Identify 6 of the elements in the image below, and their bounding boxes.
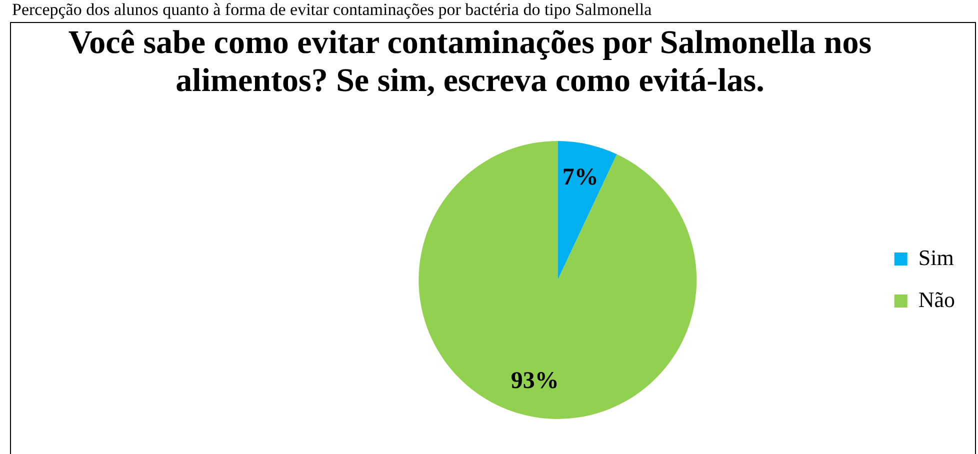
legend-label: Sim	[918, 244, 954, 270]
chart-title: Você sabe como evitar contaminações por Salmonella nos alimentos? Se sim, escreva como evitá-las.	[67, 24, 873, 100]
data-label: 93%	[510, 368, 559, 394]
text: Percepção dos alunos quanto à forma de evitar contaminações por bactéria do tipo Salmonella	[12, 0, 652, 20]
data-label: 7%	[562, 164, 598, 190]
legend-label: Não	[918, 286, 956, 312]
